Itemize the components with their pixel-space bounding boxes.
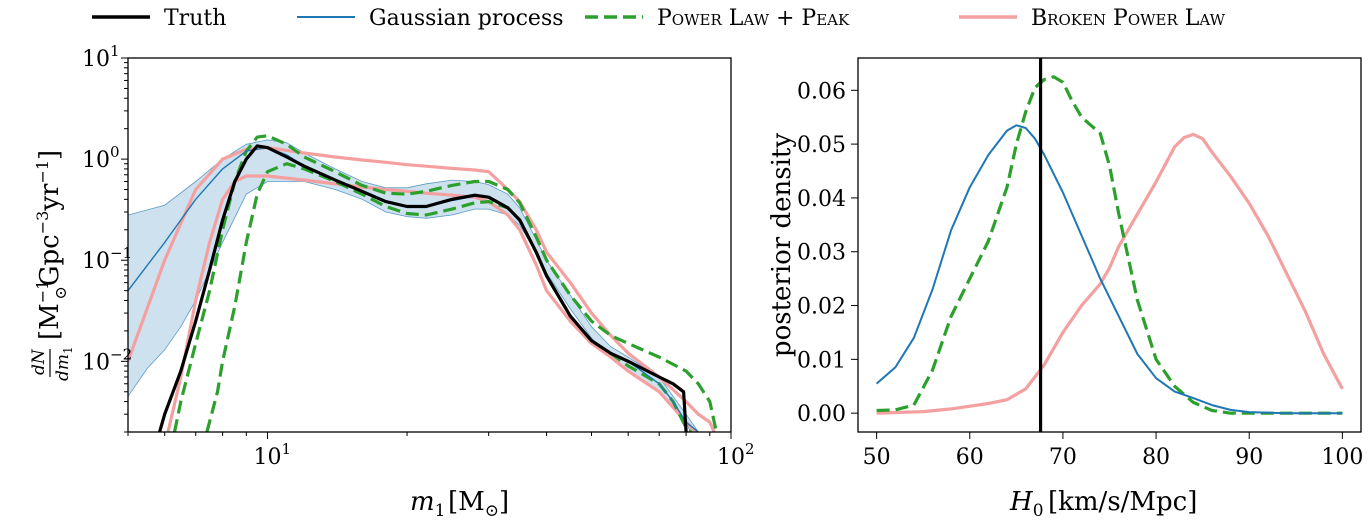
- hubble-xtick-label: 70: [1049, 445, 1077, 470]
- mass-panel: 10−2 10−1 100 101 101 102 m1 [M⊙] dN dm1 [M−1…: [29, 42, 755, 521]
- legend-label-broken-power-law: Broken Power Law: [1031, 6, 1226, 31]
- hubble-axes-frame: [857, 57, 1362, 433]
- hubble-ytick-label: 0.00: [797, 402, 846, 427]
- hubble-ticks: 0.00 0.01 0.02 0.03 0.04 0.05 0.06 50 60 70 80 90 10…: [797, 79, 1363, 470]
- mass-ticks: 10−2 10−1 100 101 101 102: [82, 42, 755, 470]
- hubble-panel: 0.00 0.01 0.02 0.03 0.04 0.05 0.06 50 60 70 80 90 10…: [767, 57, 1363, 521]
- hubble-ytick-label: 0.05: [797, 133, 846, 158]
- mass-y-label-unit: [M−1⊙Gpc−3yr−1]: [33, 150, 70, 340]
- mass-y-label-numerator: dN: [29, 348, 49, 375]
- mass-ytick-label: 10−1: [82, 244, 132, 274]
- mass-ytick-label: 10−2: [82, 345, 132, 375]
- mass-x-label: m1 [M⊙]: [410, 487, 509, 521]
- mass-y-label-denominator: dm1: [53, 346, 75, 381]
- mass-x-label-unit: [M⊙]: [448, 487, 509, 521]
- hubble-ytick-label: 0.04: [797, 187, 846, 212]
- gp-credible-band: [128, 139, 699, 432]
- hubble-x-label: H0 [km/s/Mpc]: [1009, 487, 1197, 521]
- hubble-ytick-label: 0.01: [797, 348, 846, 373]
- mass-series-truth: [158, 144, 688, 432]
- legend-label-truth: Truth: [164, 6, 226, 31]
- mass-ytick-label: 100: [82, 143, 120, 173]
- mass-y-label: dN dm1 [M−1⊙Gpc−3yr−1]: [29, 150, 75, 381]
- gp-band-upper-edge: [128, 139, 699, 432]
- mass-ytick-label: 101: [82, 42, 120, 72]
- mass-series-broken-power-law-lower: [166, 174, 698, 432]
- hubble-xtick-label: 80: [1142, 445, 1170, 470]
- hubble-xtick-label: 100: [1321, 445, 1363, 470]
- mass-xtick-label: 102: [717, 440, 755, 470]
- hubble-ytick-label: 0.06: [797, 79, 846, 104]
- hubble-series-broken-power-law: [876, 132, 1344, 415]
- hubble-x-label-unit: [km/s/Mpc]: [1048, 487, 1197, 517]
- hubble-ytick-label: 0.03: [797, 241, 846, 266]
- hubble-series-power-law-peak: [876, 75, 1343, 415]
- hubble-ytick-label: 0.02: [797, 295, 846, 320]
- mass-x-label-symbol: m1: [410, 487, 445, 521]
- hubble-xtick-label: 60: [956, 445, 984, 470]
- hubble-xtick-label: 50: [863, 445, 891, 470]
- mass-series-power-law-peak-upper: [172, 134, 718, 432]
- hubble-x-label-symbol: H0: [1009, 487, 1044, 521]
- legend: Truth Gaussian process Power Law + Peak Bro…: [92, 6, 1226, 31]
- mass-xtick-label: 101: [254, 440, 292, 470]
- mass-plot-area: [128, 134, 718, 432]
- hubble-y-label: posterior density: [767, 133, 797, 357]
- hubble-series-gaussian-process: [875, 124, 1343, 415]
- hubble-plot-area: [875, 58, 1344, 432]
- legend-label-power-law-peak: Power Law + Peak: [657, 6, 850, 31]
- legend-label-gaussian-process: Gaussian process: [369, 6, 564, 31]
- mass-axes-frame: [127, 57, 732, 433]
- hubble-xtick-label: 90: [1235, 445, 1263, 470]
